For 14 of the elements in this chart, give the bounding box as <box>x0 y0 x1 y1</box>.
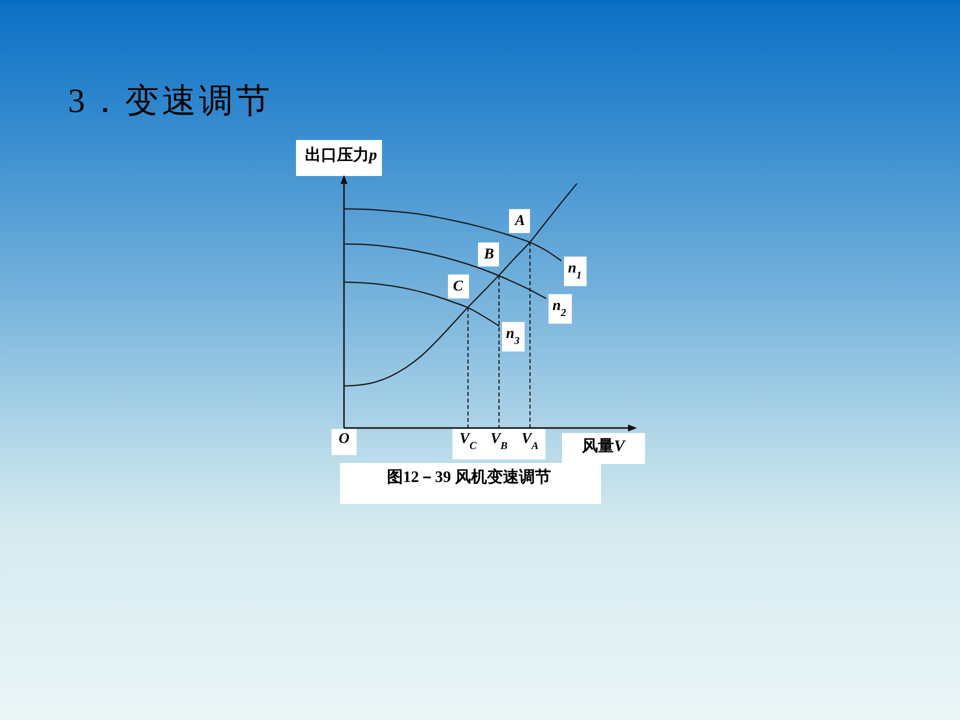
series-label: n$_{2}$ <box>552 298 567 319</box>
series-label: n$_{3}$ <box>506 326 520 347</box>
x-tick-label: O <box>338 431 350 447</box>
x-tick-label: V$_{B}$ <box>490 431 508 452</box>
chart-title: 3．变速调节 <box>68 83 273 120</box>
annotation: A <box>514 213 526 230</box>
annotation: B <box>482 246 494 262</box>
caption: 图12－39 风机变速调节 <box>387 468 551 486</box>
x-tick-label: V$_{C}$ <box>459 431 478 452</box>
y-axis-title: 出口压力p <box>305 146 377 164</box>
x-tick-label: V$_{A}$ <box>521 431 539 452</box>
x-axis-title: 风量V <box>581 438 626 455</box>
annotation: C <box>452 278 464 294</box>
series-label: n$_{1}$ <box>568 260 582 282</box>
